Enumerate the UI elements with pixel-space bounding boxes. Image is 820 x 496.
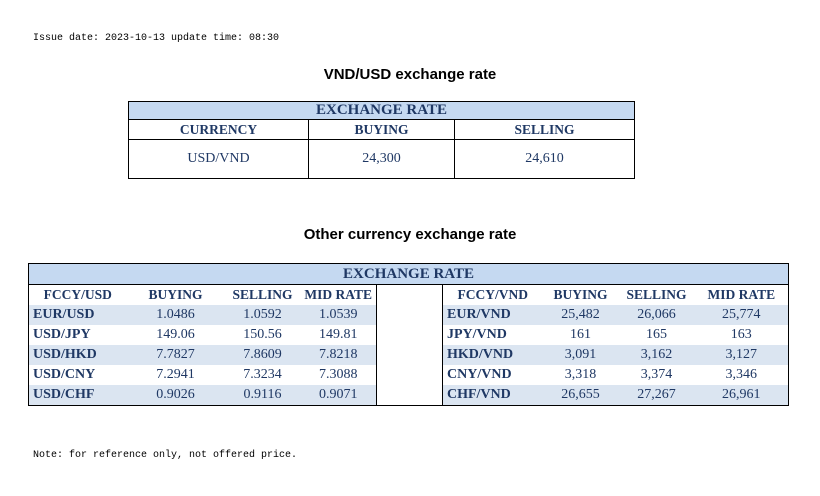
pair-cell: USD/HKD — [28, 345, 127, 365]
column-header-mid-rate: MID RATE — [304, 287, 373, 302]
column-header-currency: CURRENCY — [128, 119, 309, 140]
column-header-selling: SELLING — [454, 119, 635, 140]
mid-rate-cell: 26,961 — [694, 385, 789, 406]
mid-rate-cell: 7.3088 — [319, 367, 358, 382]
mid-rate-cell: 3,127 — [694, 345, 789, 365]
table-gap — [376, 284, 443, 305]
buying-cell: 1.0486 — [126, 305, 225, 325]
selling-cell: 0.9116 — [224, 385, 301, 406]
buying-cell: 161 — [570, 327, 591, 342]
table-row: EUR/USD 1.0486 1.0592 1.0539 EUR/VND 25,… — [28, 305, 789, 325]
vnd-usd-table: EXCHANGE RATE CURRENCY BUYING SELLING US… — [128, 101, 635, 179]
selling-cell: 27,267 — [618, 385, 695, 406]
table-gap — [376, 385, 443, 406]
other-currency-table: EXCHANGE RATE FCCY/USD BUYING SELLING MI… — [28, 263, 790, 406]
table-row: USD/CHF 0.9026 0.9116 0.9071 CHF/VND 26,… — [28, 385, 789, 406]
table-gap — [376, 305, 443, 325]
buying-cell: 3,091 — [542, 345, 619, 365]
table-gap — [376, 365, 443, 385]
selling-cell: 7.8609 — [224, 345, 301, 365]
selling-cell: 3,374 — [640, 367, 673, 382]
currency-pair-cell: USD/VND — [187, 151, 250, 166]
pair-cell: USD/CHF — [28, 385, 127, 406]
pair-cell: CHF/VND — [442, 385, 543, 406]
mid-rate-cell: 149.81 — [319, 327, 358, 342]
buying-cell: 149.06 — [156, 327, 195, 342]
vnd-usd-title: VND/USD exchange rate — [323, 66, 497, 83]
pair-cell: CNY/VND — [442, 365, 543, 385]
pair-cell: EUR/VND — [442, 305, 543, 325]
mid-rate-cell: 3,346 — [725, 367, 758, 382]
pair-cell: USD/CNY — [33, 367, 96, 382]
buying-cell: 26,655 — [542, 385, 619, 406]
other-table-header: EXCHANGE RATE — [28, 263, 789, 285]
table-row: USD/CNY 7.2941 7.3234 7.3088 CNY/VND 3,3… — [29, 365, 789, 385]
table-gap — [376, 345, 443, 365]
table-row: USD/HKD 7.7827 7.8609 7.8218 HKD/VND 3,0… — [28, 345, 789, 365]
pair-cell: JPY/VND — [442, 325, 543, 345]
mid-rate-cell: 7.8218 — [300, 345, 377, 365]
other-currency-title: Other currency exchange rate — [303, 226, 517, 243]
column-header-fccy-vnd: FCCY/VND — [442, 284, 543, 305]
column-header-selling: SELLING — [626, 287, 687, 302]
issue-date-line: Issue date: 2023-10-13 update time: 08:3… — [33, 33, 280, 44]
column-header-selling: SELLING — [232, 287, 293, 302]
selling-cell: 7.3234 — [243, 367, 282, 382]
footer-note: Note: for reference only, not offered pr… — [33, 450, 298, 461]
selling-cell: 150.56 — [243, 327, 282, 342]
selling-cell: 3,162 — [618, 345, 695, 365]
table-row: USD/JPY 149.06 150.56 149.81 JPY/VND 161… — [29, 325, 789, 345]
buying-cell: 7.7827 — [126, 345, 225, 365]
table-gap — [376, 325, 443, 345]
selling-cell: 165 — [646, 327, 667, 342]
column-header-mid-rate: MID RATE — [707, 287, 776, 302]
mid-rate-cell: 163 — [730, 327, 752, 342]
mid-rate-cell: 0.9071 — [300, 385, 377, 406]
mid-rate-cell: 25,774 — [694, 305, 789, 325]
mid-rate-cell: 1.0539 — [300, 305, 377, 325]
column-header-buying: BUYING — [308, 119, 455, 140]
pair-cell: EUR/USD — [28, 305, 127, 325]
column-header-buying: BUYING — [553, 287, 608, 302]
buying-cell: 25,482 — [542, 305, 619, 325]
buying-cell: 0.9026 — [126, 385, 225, 406]
vnd-usd-table-header: EXCHANGE RATE — [128, 101, 635, 120]
buying-rate-cell: 24,300 — [308, 139, 455, 179]
buying-cell: 3,318 — [564, 367, 597, 382]
pair-cell: HKD/VND — [442, 345, 543, 365]
selling-cell: 1.0592 — [224, 305, 301, 325]
other-table-column-headers: FCCY/USD BUYING SELLING MID RATE FCCY/VN… — [29, 284, 789, 305]
column-header-fccy-usd: FCCY/USD — [43, 287, 112, 302]
pair-cell: USD/JPY — [33, 327, 91, 342]
selling-cell: 26,066 — [618, 305, 695, 325]
column-header-buying: BUYING — [148, 287, 203, 302]
selling-rate-cell: 24,610 — [454, 139, 635, 179]
buying-cell: 7.2941 — [156, 367, 195, 382]
